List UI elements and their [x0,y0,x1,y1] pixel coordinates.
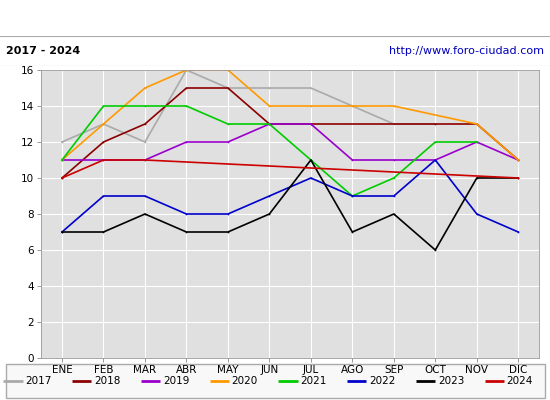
Text: 2020: 2020 [232,376,258,386]
Text: 2023: 2023 [438,376,464,386]
Text: 2021: 2021 [300,376,327,386]
Text: http://www.foro-ciudad.com: http://www.foro-ciudad.com [389,46,544,56]
Text: 2022: 2022 [369,376,395,386]
Text: 2018: 2018 [94,376,120,386]
Text: 2019: 2019 [163,376,189,386]
Text: 2017 - 2024: 2017 - 2024 [6,46,80,56]
Text: Evolucion del paro registrado en Algodre: Evolucion del paro registrado en Algodre [119,10,431,26]
Text: 2024: 2024 [507,376,533,386]
Text: 2017: 2017 [25,376,52,386]
